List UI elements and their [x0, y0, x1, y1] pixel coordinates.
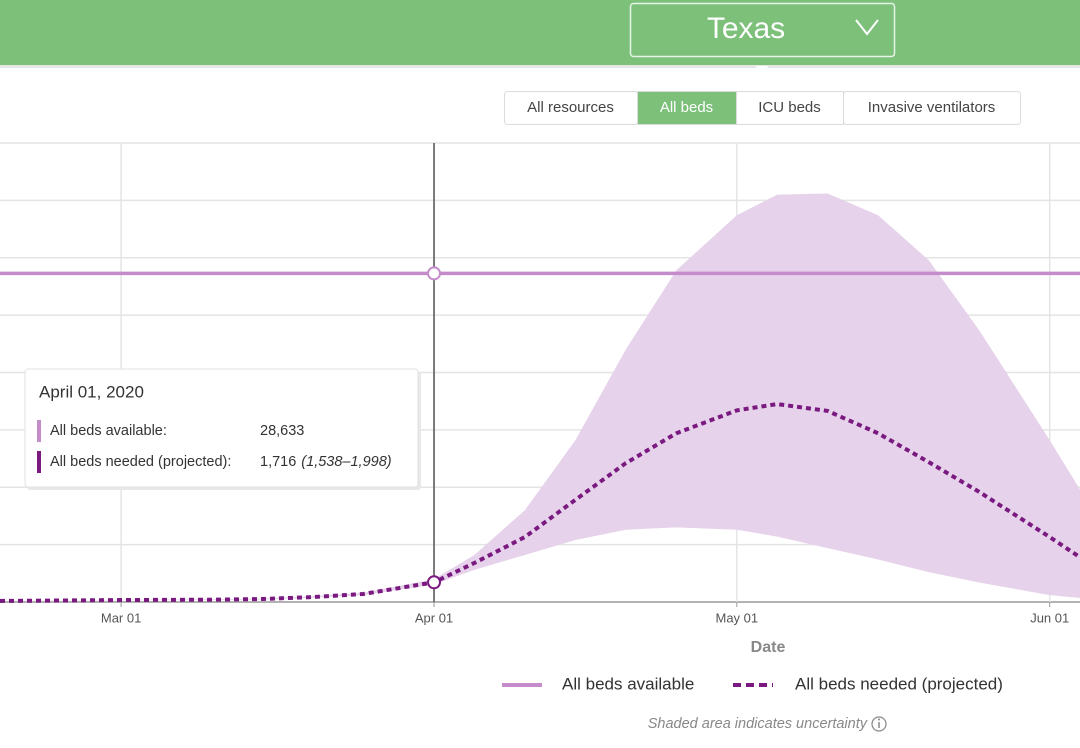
band-note: Shaded area indicates uncertainty	[648, 716, 868, 732]
dropdown-box[interactable]	[629, 2, 896, 58]
tooltip-label: All beds needed (projected):	[50, 454, 231, 470]
tooltip-value: 1,716 (1,538–1,998)	[260, 454, 392, 470]
region-dropdown[interactable]: Texas	[629, 2, 896, 58]
tab[interactable]: All beds	[637, 91, 737, 125]
x-tick-label: May 01	[716, 610, 759, 625]
legend-label: All beds needed (projected)	[795, 674, 1003, 693]
tab-group: All resources All beds ICU beds Invasive ve…	[504, 91, 1021, 125]
tab[interactable]: All resources	[504, 91, 638, 125]
tab-box[interactable]	[637, 91, 737, 125]
tab[interactable]: ICU beds	[736, 91, 844, 125]
tooltip-value-number: 1,716	[260, 454, 296, 470]
tab-label[interactable]: All resources	[527, 99, 614, 116]
series-line	[0, 402, 1080, 603]
header-shadow	[0, 65, 1080, 68]
x-tick-label: Jun 01	[1030, 610, 1069, 625]
tab-label[interactable]: All beds	[660, 99, 713, 116]
tooltip-swatch	[37, 451, 41, 473]
tab-box[interactable]	[843, 91, 1021, 125]
tooltip-box	[24, 368, 419, 488]
x-axis-title: Date	[751, 639, 786, 656]
x-tick-label: Mar 01	[101, 610, 141, 625]
info-circle[interactable]	[871, 716, 887, 732]
tooltip-value-number: 28,633	[260, 423, 304, 439]
hover-point	[427, 575, 442, 590]
tab[interactable]: Invasive ventilators	[843, 91, 1021, 125]
header-bar	[0, 0, 1080, 65]
tab-box[interactable]	[736, 91, 844, 125]
info-icon[interactable]	[871, 716, 887, 732]
legend-label: All beds available	[562, 674, 694, 693]
tab-label[interactable]: ICU beds	[758, 99, 821, 116]
tooltip-label: All beds available:	[50, 423, 167, 439]
info-dot[interactable]	[878, 718, 880, 721]
uncertainty-band	[0, 193, 1080, 602]
tooltip: April 01, 2020 All beds available: 28,633 A…	[24, 368, 421, 490]
tooltip-value-range: (1,538–1,998)	[301, 454, 391, 470]
dropdown-chevron[interactable]	[855, 19, 879, 36]
tooltip-value: 28,633	[260, 423, 304, 439]
hover-point	[427, 266, 442, 281]
x-tick-label: Apr 01	[415, 610, 453, 625]
region-name[interactable]: Texas	[707, 12, 785, 45]
tooltip-title: April 01, 2020	[39, 382, 144, 401]
dropdown-notch	[755, 66, 769, 72]
tab-label[interactable]: Invasive ventilators	[868, 99, 996, 116]
tooltip-swatch	[37, 420, 41, 442]
